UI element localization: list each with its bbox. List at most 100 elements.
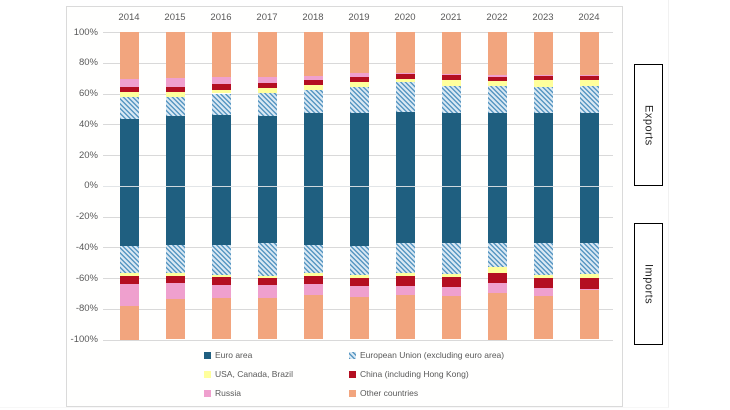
- legend-label-euro-area: Euro area: [215, 350, 253, 360]
- bar-2017-exports-euro-area: [257, 115, 277, 186]
- bar-2023-imports-usa-canada-brazil: [533, 274, 553, 278]
- bar-2018-exports-eu-excluding-euro-area: [303, 89, 323, 114]
- bar-2018-imports-other-countries: [303, 294, 323, 340]
- bar-2020-imports-russia: [395, 286, 415, 295]
- y-axis-tick-label: 80%: [78, 57, 98, 69]
- legend-item-china-incl-hong-kong: China (including Hong Kong): [349, 369, 469, 379]
- legend-item-usa-canada-brazil: USA, Canada, Brazil: [204, 369, 293, 379]
- bar-2020-exports-russia: [395, 72, 415, 74]
- bar-2022-imports-usa-canada-brazil: [487, 267, 507, 273]
- legend-label-other-countries: Other countries: [360, 388, 419, 398]
- bar-2020-imports-euro-area: [395, 185, 415, 244]
- bar-2023-exports-eu-excluding-euro-area: [533, 86, 553, 114]
- bar-2021-exports-china-incl-hong-kong: [441, 74, 461, 80]
- legend-item-other-countries: Other countries: [349, 388, 418, 398]
- bar-2020-imports-other-countries: [395, 294, 415, 340]
- legend-label-china-incl-hong-kong: China (including Hong Kong): [360, 369, 469, 379]
- y-axis-tick-label: 0%: [84, 180, 98, 192]
- bar-2020-imports-china-incl-hong-kong: [395, 276, 415, 287]
- bar-2020-exports-usa-canada-brazil: [395, 78, 415, 82]
- legend-label-usa-canada-brazil: USA, Canada, Brazil: [215, 369, 293, 379]
- y-axis-tick-label: -40%: [75, 241, 98, 253]
- legend-label-eu-excluding-euro-area: European Union (excluding euro area): [360, 350, 505, 360]
- bar-2015-imports-china-incl-hong-kong: [165, 275, 185, 283]
- x-axis-year-label: 2022: [486, 12, 508, 23]
- bar-2014-imports-euro-area: [119, 185, 139, 247]
- bar-2017-imports-china-incl-hong-kong: [257, 278, 277, 285]
- bar-2022-exports-china-incl-hong-kong: [487, 77, 507, 82]
- bar-2016-exports-russia: [211, 77, 231, 85]
- bar-2015-imports-russia: [165, 282, 185, 299]
- y-axis-tick-label: -20%: [75, 211, 98, 222]
- bar-2020-exports-euro-area: [395, 111, 415, 186]
- bar-2016-imports-china-incl-hong-kong: [211, 277, 231, 285]
- imports-label-box: Imports: [634, 223, 663, 345]
- bar-2022-exports-euro-area: [487, 113, 507, 186]
- bar-2023-imports-russia: [533, 287, 553, 296]
- bar-2021-imports-eu-excluding-euro-area: [441, 243, 461, 275]
- bar-2018-imports-russia: [303, 284, 323, 295]
- legend-swatch-usa-canada-brazil: [204, 370, 211, 378]
- bar-2019-imports-other-countries: [349, 297, 369, 340]
- bar-2014-imports-china-incl-hong-kong: [119, 276, 139, 285]
- bar-2019-exports-euro-area: [349, 113, 369, 186]
- bar-2020-imports-eu-excluding-euro-area: [395, 243, 415, 274]
- imports-label: Imports: [642, 263, 655, 305]
- bar-2015-imports-euro-area: [165, 185, 185, 245]
- bar-2023-exports-other-countries: [533, 32, 553, 76]
- bar-2022-exports-eu-excluding-euro-area: [487, 85, 507, 114]
- bar-2017-exports-eu-excluding-euro-area: [257, 92, 277, 116]
- exports-label: Exports: [642, 104, 655, 146]
- bar-2018-imports-usa-canada-brazil: [303, 273, 323, 277]
- bar-2018-imports-china-incl-hong-kong: [303, 276, 323, 285]
- bar-2024-imports-russia: [579, 288, 599, 290]
- bar-2016-exports-china-incl-hong-kong: [211, 84, 231, 90]
- bar-2017-exports-other-countries: [257, 32, 277, 77]
- bar-2021-imports-usa-canada-brazil: [441, 274, 461, 278]
- x-axis-year-label: 2021: [440, 12, 462, 23]
- y-axis-tick-label: -60%: [75, 272, 98, 284]
- bar-2023-imports-other-countries: [533, 295, 553, 340]
- bar-2015-exports-usa-canada-brazil: [165, 91, 185, 98]
- bar-2021-imports-euro-area: [441, 185, 461, 244]
- bar-2020-exports-eu-excluding-euro-area: [395, 81, 415, 112]
- bar-2019-imports-russia: [349, 286, 369, 298]
- bar-2019-exports-usa-canada-brazil: [349, 81, 369, 87]
- bar-2015-exports-russia: [165, 78, 185, 87]
- bar-2014-imports-eu-excluding-euro-area: [119, 246, 139, 274]
- bar-2023-imports-china-incl-hong-kong: [533, 278, 553, 288]
- legend-item-russia: Russia: [204, 388, 241, 398]
- bar-2016-imports-euro-area: [211, 185, 231, 245]
- bar-2020-exports-other-countries: [395, 32, 415, 73]
- bar-2016-exports-euro-area: [211, 115, 231, 186]
- x-axis-year-label: 2023: [532, 12, 554, 23]
- bar-2021-imports-russia: [441, 287, 461, 296]
- bar-2018-imports-euro-area: [303, 185, 323, 245]
- bar-2024-exports-russia: [579, 75, 599, 76]
- legend-swatch-russia: [204, 389, 211, 397]
- bar-2022-exports-russia: [487, 75, 507, 78]
- bar-2014-exports-russia: [119, 78, 139, 87]
- bar-2018-exports-other-countries: [303, 32, 323, 76]
- bar-2024-imports-other-countries: [579, 289, 599, 340]
- legend-item-euro-area: Euro area: [204, 350, 252, 360]
- bar-2017-exports-russia: [257, 76, 277, 83]
- bar-2014-imports-other-countries: [119, 305, 139, 340]
- x-axis-year-label: 2017: [256, 12, 278, 23]
- legend-swatch-eu-excluding-euro-area: [349, 351, 356, 359]
- bar-2016-imports-eu-excluding-euro-area: [211, 244, 231, 275]
- bar-2017-imports-other-countries: [257, 297, 277, 340]
- legend-swatch-euro-area: [204, 351, 211, 359]
- bar-2014-imports-usa-canada-brazil: [119, 273, 139, 277]
- bar-2023-exports-usa-canada-brazil: [533, 80, 553, 87]
- bar-2015-imports-usa-canada-brazil: [165, 273, 185, 276]
- bar-2019-imports-eu-excluding-euro-area: [349, 245, 369, 275]
- gridline--100pct: [103, 339, 613, 341]
- bar-2014-exports-euro-area: [119, 118, 139, 186]
- bar-2024-imports-euro-area: [579, 185, 599, 244]
- bar-2019-exports-eu-excluding-euro-area: [349, 86, 369, 114]
- bar-2015-exports-euro-area: [165, 115, 185, 186]
- bar-2017-exports-usa-canada-brazil: [257, 88, 277, 93]
- y-axis-tick-label: -80%: [75, 303, 98, 315]
